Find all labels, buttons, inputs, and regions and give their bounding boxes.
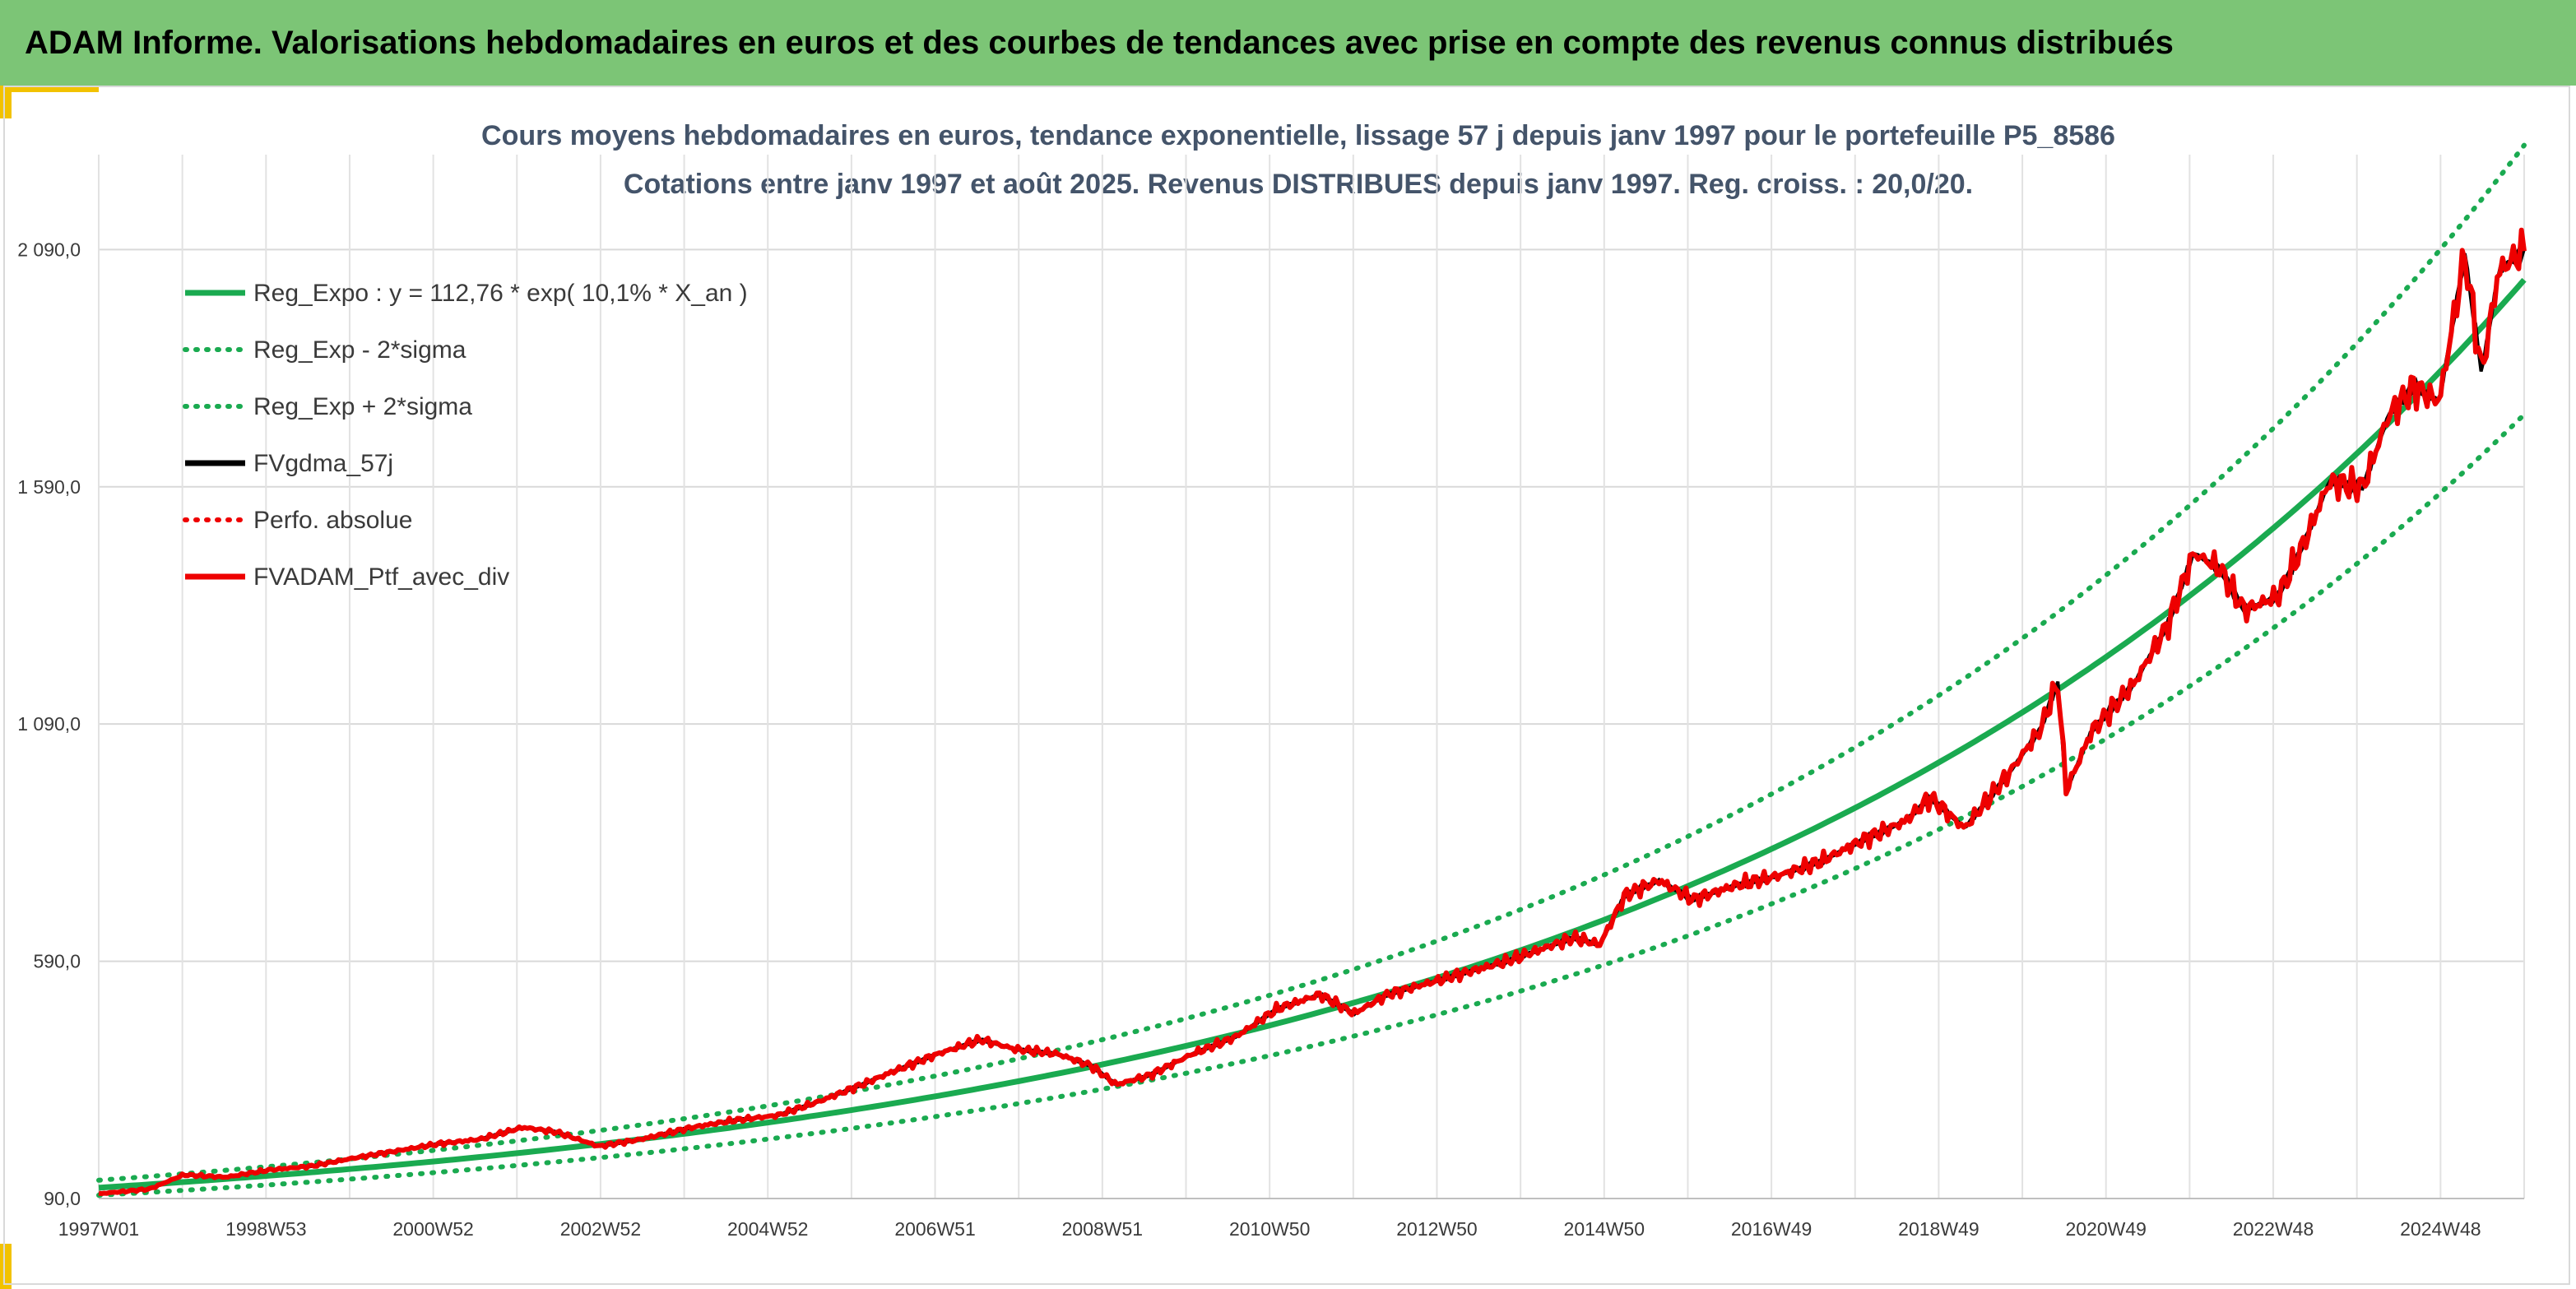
x-axis: 1997W01 1998W53 2000W52 2002W52 2004W52 2006W… [58, 1218, 2481, 1240]
page-title: ADAM Informe. Valorisations hebdomadaire… [25, 24, 2174, 61]
x-tick-label: 2022W48 [2233, 1218, 2314, 1240]
accent-bar-bottom [0, 1244, 12, 1289]
legend-label: Reg_Expo : y = 112,76 * exp( 10,1% * X_a… [253, 280, 748, 307]
accent-bar-top [0, 86, 12, 118]
legend-label: FVgdma_57j [253, 450, 393, 477]
series-reg-exp-plus-2sigma [96, 142, 2527, 1183]
y-tick-label: 590,0 [33, 951, 81, 972]
grid [98, 155, 2525, 1199]
x-tick-label: 1997W01 [58, 1218, 139, 1240]
series-reg-expo [98, 277, 2527, 1191]
x-tick-label: 2018W49 [1898, 1218, 1979, 1240]
chart-title: Cours moyens hebdomadaires en euros, ten… [481, 120, 2115, 151]
series-fvadam-ptf-avec-div [98, 227, 2527, 1196]
x-tick-label: 2010W50 [1229, 1218, 1310, 1240]
x-tick-label: 2014W50 [1564, 1218, 1645, 1240]
x-tick-label: 2000W52 [392, 1218, 473, 1240]
legend-label: Reg_Exp + 2*sigma [253, 393, 472, 420]
chart-subtitle: Cotations entre janv 1997 et août 2025. … [624, 169, 1973, 200]
chart-frame [3, 86, 2570, 1285]
series-layer [96, 142, 2527, 1198]
x-tick-label: 2008W51 [1062, 1218, 1143, 1240]
x-tick-label: 2006W51 [894, 1218, 975, 1240]
x-tick-label: 1998W53 [225, 1218, 306, 1240]
accent-bar-top-inner [0, 86, 99, 92]
y-axis: 90,0 590,0 1 090,0 1 590,0 2 090,0 [17, 239, 81, 1209]
legend-label: Reg_Exp - 2*sigma [253, 336, 466, 364]
legend-label: Perfo. absolue [253, 507, 412, 534]
x-tick-label: 2016W49 [1731, 1218, 1812, 1240]
legend: Reg_Expo : y = 112,76 * exp( 10,1% * X_a… [183, 280, 748, 591]
y-tick-label: 1 590,0 [17, 476, 81, 498]
y-tick-label: 2 090,0 [17, 239, 81, 260]
x-tick-label: 2002W52 [560, 1218, 641, 1240]
series-reg-exp-minus-2sigma [96, 411, 2527, 1198]
page-header: ADAM Informe. Valorisations hebdomadaire… [0, 0, 2576, 86]
y-tick-label: 1 090,0 [17, 713, 81, 735]
legend-label: FVADAM_Ptf_avec_div [253, 563, 509, 591]
x-tick-label: 2020W49 [2065, 1218, 2146, 1240]
x-tick-label: 2024W48 [2400, 1218, 2481, 1240]
x-tick-label: 2012W50 [1396, 1218, 1477, 1240]
y-tick-label: 90,0 [44, 1188, 81, 1209]
x-tick-label: 2004W52 [727, 1218, 808, 1240]
series-fvgdma-57j [98, 245, 2526, 1196]
